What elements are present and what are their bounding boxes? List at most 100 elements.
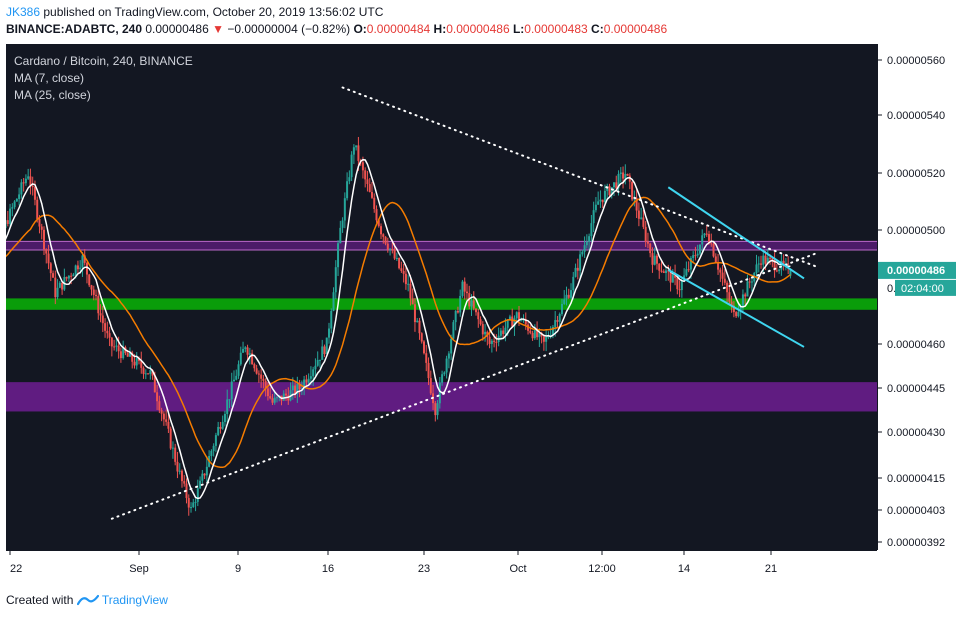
legend-title: Cardano / Bitcoin, 240, BINANCE xyxy=(14,54,193,68)
zone-support xyxy=(6,298,877,310)
candle-body xyxy=(554,320,557,327)
candle-body xyxy=(570,290,573,298)
candle-body xyxy=(296,383,299,395)
candle-body xyxy=(29,176,32,186)
candle-body xyxy=(655,255,658,264)
candle-body xyxy=(22,182,25,184)
candle-body xyxy=(47,253,50,264)
candle-body xyxy=(773,260,776,271)
candle-body xyxy=(404,273,407,285)
candle-body xyxy=(40,226,43,230)
candle-body xyxy=(649,243,652,254)
candle-body xyxy=(180,470,183,482)
candle-body xyxy=(58,282,61,288)
candle-body xyxy=(481,324,484,335)
footer: Created with TradingView xyxy=(6,593,168,607)
candle-body xyxy=(438,382,441,404)
time-tick-label: 9 xyxy=(235,563,241,575)
candle-body xyxy=(83,255,86,263)
candle-body xyxy=(13,201,16,208)
candle-body xyxy=(294,385,297,395)
quote-line: BINANCE:ADABTC, 240 0.00000486 ▼ −0.0000… xyxy=(6,22,667,36)
candle-body xyxy=(488,336,491,344)
candle-body xyxy=(115,345,118,347)
candle-body xyxy=(126,353,129,357)
candle-body xyxy=(74,265,77,275)
candle-body xyxy=(701,235,704,245)
candle-body xyxy=(757,263,760,265)
candle-body xyxy=(565,294,568,300)
candle-body xyxy=(305,379,308,383)
tradingview-brand[interactable]: TradingView xyxy=(101,593,168,607)
candle-body xyxy=(131,352,134,362)
candle-body xyxy=(346,181,349,199)
candle-body xyxy=(108,333,111,338)
candle-body xyxy=(110,337,113,347)
candle-body xyxy=(450,338,453,354)
candle-body xyxy=(631,181,634,200)
candle-body xyxy=(780,260,783,270)
candle-body xyxy=(395,257,398,259)
candle-body xyxy=(61,282,64,290)
candle-body xyxy=(429,378,432,394)
candle-body xyxy=(235,375,238,380)
candle-body xyxy=(721,272,724,279)
candle-body xyxy=(402,270,405,274)
candle-body xyxy=(253,364,256,369)
author-name[interactable]: JK386 xyxy=(6,5,41,19)
time-axis[interactable]: 22 Sep 9 16 23 Oct 12:00 14 21 xyxy=(6,550,877,575)
candle-body xyxy=(370,191,373,198)
candle-body xyxy=(248,353,251,355)
candle-body xyxy=(465,291,468,294)
price-chart[interactable]: 0.00000560 0.00000540 0.00000520 0.00000500… xyxy=(6,44,956,580)
candle-body xyxy=(533,328,536,339)
zone-demand xyxy=(6,382,877,412)
plot-area[interactable] xyxy=(6,44,877,550)
candle-body xyxy=(307,378,310,383)
candle-body xyxy=(452,322,455,339)
candle-body xyxy=(447,353,450,359)
candle-body xyxy=(266,388,269,397)
candle-body xyxy=(167,421,170,429)
candle-body xyxy=(214,435,217,446)
price-axis[interactable]: 0.00000560 0.00000540 0.00000520 0.00000500… xyxy=(877,44,956,550)
candle-body xyxy=(97,296,100,314)
candle-body xyxy=(386,243,389,250)
candle-body xyxy=(746,281,749,297)
candle-body xyxy=(76,265,79,270)
candle-body xyxy=(748,281,751,283)
candle-body xyxy=(135,358,138,366)
candle-body xyxy=(719,269,722,273)
candle-body xyxy=(538,332,541,338)
candle-body xyxy=(375,209,378,221)
candle-body xyxy=(771,258,774,261)
candle-body xyxy=(158,401,161,411)
candle-body xyxy=(133,361,136,366)
candle-body xyxy=(88,274,91,286)
price-change: −0.00000004 (−0.82%) xyxy=(227,22,351,36)
candle-body xyxy=(789,269,792,276)
candle-body xyxy=(24,178,27,184)
candle-body xyxy=(769,257,772,259)
candle-body xyxy=(348,177,351,182)
candle-body xyxy=(95,294,98,297)
candle-body xyxy=(411,298,414,305)
candle-body xyxy=(592,210,595,224)
candle-body xyxy=(728,292,731,302)
candle-body xyxy=(547,336,550,338)
candle-body xyxy=(563,299,566,304)
candle-body xyxy=(174,447,177,462)
candle-body xyxy=(454,310,457,323)
candle-body xyxy=(717,262,720,270)
candle-body xyxy=(712,243,715,257)
candle-body xyxy=(49,263,52,274)
candle-body xyxy=(85,262,88,275)
candle-body xyxy=(9,208,12,224)
candle-body xyxy=(237,364,240,376)
candle-body xyxy=(475,308,478,313)
candle-body xyxy=(178,470,181,472)
candle-body xyxy=(581,251,584,255)
ma7-line xyxy=(6,158,791,500)
countdown-tag-label: 02:04:00 xyxy=(901,283,944,295)
zone-resistance xyxy=(6,241,877,250)
